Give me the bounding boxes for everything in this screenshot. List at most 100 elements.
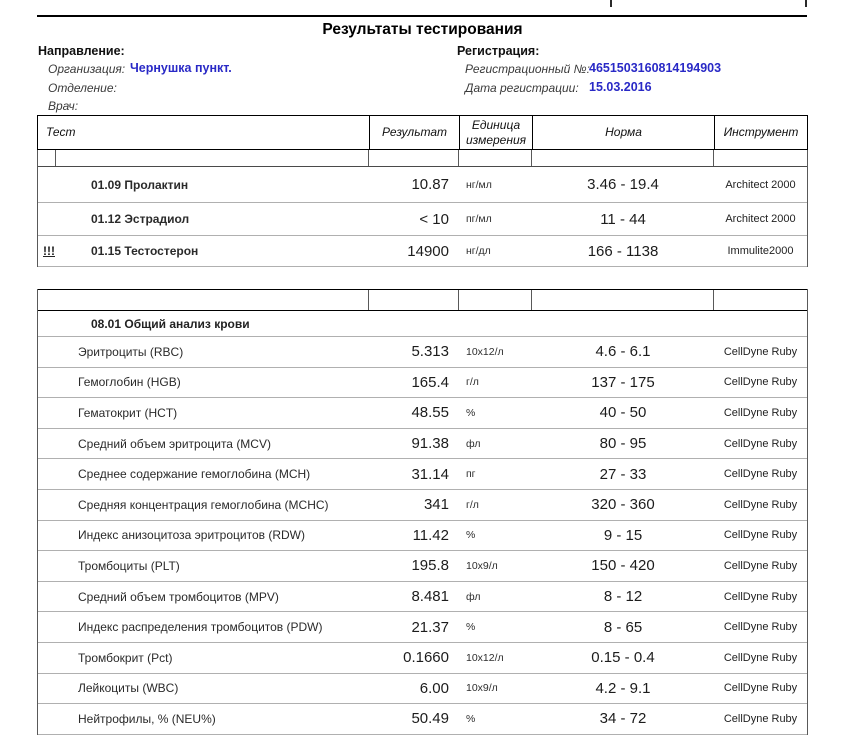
- table-row: Средний объем эритроцита (MCV) 91.38 фл …: [38, 429, 807, 460]
- page-title: Результаты тестирования: [322, 21, 523, 38]
- test-instrument: CellDyne Ruby: [723, 590, 798, 603]
- test-norm: 8 - 65: [603, 618, 643, 636]
- test-instrument: CellDyne Ruby: [723, 376, 798, 389]
- column-header-norm: Норма: [532, 116, 714, 149]
- test-name: Тромбокрит (Pct): [78, 650, 173, 665]
- test-norm: 11 - 44: [600, 210, 646, 228]
- test-norm: 3.46 - 19.4: [587, 176, 659, 193]
- table-row: 01.12 Эстрадиол < 10 пг/мл 11 - 44 Archi…: [38, 203, 807, 236]
- table-row: 01.09 Пролактин 10.87 нг/мл 3.46 - 19.4 …: [38, 167, 807, 203]
- test-result: 6.00: [419, 679, 449, 697]
- test-unit: 10x9/л: [466, 559, 498, 572]
- test-instrument: CellDyne Ruby: [723, 468, 798, 481]
- test-result: 341: [423, 496, 449, 514]
- test-norm: 9 - 15: [603, 526, 643, 544]
- test-name: 01.09 Пролактин: [91, 177, 189, 192]
- test-unit: нг/мл: [466, 178, 492, 191]
- test-instrument: CellDyne Ruby: [723, 406, 798, 419]
- spacer-cell: [459, 150, 532, 166]
- section-header-row: 08.01 Общий анализ крови: [38, 311, 807, 337]
- spacer-cell: [38, 150, 56, 166]
- table-body: 08.01 Общий анализ крови Эритроциты (RBC…: [37, 289, 808, 735]
- test-name: Индекс распределения тромбоцитов (PDW): [78, 620, 323, 635]
- table-row: Индекс распределения тромбоцитов (PDW) 2…: [38, 612, 807, 643]
- test-unit: нг/дл: [466, 245, 491, 257]
- test-instrument: CellDyne Ruby: [723, 345, 798, 358]
- test-norm: 80 - 95: [599, 435, 647, 453]
- spacer-cell: [56, 150, 369, 166]
- test-result: 0.1660: [403, 649, 449, 667]
- registration-date-label: Дата регистрации:: [465, 81, 579, 95]
- test-instrument: CellDyne Ruby: [723, 437, 798, 450]
- test-name: Тромбоциты (PLT): [78, 558, 180, 573]
- test-instrument: CellDyne Ruby: [723, 529, 798, 542]
- test-unit: 10x9/л: [466, 682, 498, 695]
- registration-number-label: Регистрационный №:: [465, 62, 590, 76]
- table-row: Эритроциты (RBC) 5.313 10x12/л 4.6 - 6.1…: [38, 337, 807, 368]
- test-result: 48.55: [411, 404, 449, 422]
- test-norm: 40 - 50: [599, 404, 647, 422]
- test-instrument: CellDyne Ruby: [723, 559, 798, 572]
- test-result: < 10: [419, 210, 449, 228]
- test-name: 01.15 Тестостерон: [91, 244, 199, 258]
- results-table-hormones: Тест Результат Единица измерения Норма И…: [37, 115, 808, 267]
- test-norm: 137 - 175: [591, 373, 655, 391]
- column-header-result: Результат: [369, 116, 459, 149]
- ruler-tick-right: [805, 0, 807, 7]
- spacer-cell: [714, 150, 807, 166]
- test-unit: 10x12/л: [466, 345, 504, 358]
- test-norm: 34 - 72: [599, 710, 647, 728]
- test-result: 91.38: [411, 435, 449, 453]
- test-name: Среднее содержание гемоглобина (MCH): [78, 467, 311, 482]
- test-unit: %: [466, 529, 476, 542]
- test-norm: 4.2 - 9.1: [595, 679, 651, 697]
- test-norm: 166 - 1138: [587, 242, 659, 260]
- test-result: 21.37: [411, 618, 449, 636]
- test-result: 14900: [407, 242, 449, 260]
- table-row: Индекс анизоцитоза эритроцитов (RDW) 11.…: [38, 521, 807, 552]
- rows-container: 01.09 Пролактин 10.87 нг/мл 3.46 - 19.4 …: [38, 167, 807, 267]
- table-row: Тромбоциты (PLT) 195.8 10x9/л 150 - 420 …: [38, 551, 807, 582]
- spacer-cell: [532, 290, 714, 310]
- spacer-row: [38, 289, 807, 311]
- abnormal-flag: !!!: [43, 244, 55, 258]
- test-result: 10.87: [411, 176, 449, 193]
- direction-heading: Направление:: [38, 44, 125, 58]
- spacer-cell: [369, 290, 459, 310]
- test-norm: 4.6 - 6.1: [595, 343, 651, 361]
- rows-container: 08.01 Общий анализ крови Эритроциты (RBC…: [38, 311, 807, 735]
- test-instrument: CellDyne Ruby: [723, 498, 798, 511]
- registration-number-value: 4651503160814194903: [589, 61, 722, 75]
- test-name: Гематокрит (HCT): [78, 405, 178, 420]
- test-name: 01.12 Эстрадиол: [91, 212, 190, 226]
- test-result: 8.481: [411, 588, 449, 606]
- test-result: 165.4: [411, 373, 449, 391]
- spacer-cell: [714, 290, 807, 310]
- table-row: Нейтрофилы, % (NEU%) 50.49 % 34 - 72 Cel…: [38, 704, 807, 735]
- spacer-cell: [532, 150, 714, 166]
- table-header-row: Тест Результат Единица измерения Норма И…: [37, 115, 808, 150]
- header-rule: [37, 15, 807, 17]
- organization-label: Организация:: [48, 62, 126, 76]
- test-unit: %: [466, 406, 476, 419]
- test-instrument: CellDyne Ruby: [723, 682, 798, 695]
- registration-date-value: 15.03.2016: [589, 80, 652, 94]
- test-unit: пг: [466, 468, 476, 481]
- table-row: Гематокрит (HCT) 48.55 % 40 - 50 CellDyn…: [38, 398, 807, 429]
- column-header-test: Тест: [46, 125, 76, 140]
- test-name: Индекс анизоцитоза эритроцитов (RDW): [78, 528, 305, 543]
- test-result: 31.14: [411, 465, 449, 483]
- test-instrument: CellDyne Ruby: [723, 651, 798, 664]
- test-unit: %: [466, 621, 476, 634]
- table-row: Гемоглобин (HGB) 165.4 г/л 137 - 175 Cel…: [38, 368, 807, 399]
- column-header-unit: Единица измерения: [459, 116, 532, 149]
- section-title: 08.01 Общий анализ крови: [91, 316, 250, 331]
- test-instrument: Architect 2000: [725, 178, 796, 191]
- test-unit: фл: [466, 437, 481, 450]
- spacer-cell: [459, 290, 532, 310]
- department-label: Отделение:: [48, 81, 117, 95]
- test-name: Нейтрофилы, % (NEU%): [78, 711, 216, 726]
- test-unit: пг/мл: [466, 213, 492, 225]
- test-name: Гемоглобин (HGB): [78, 375, 181, 390]
